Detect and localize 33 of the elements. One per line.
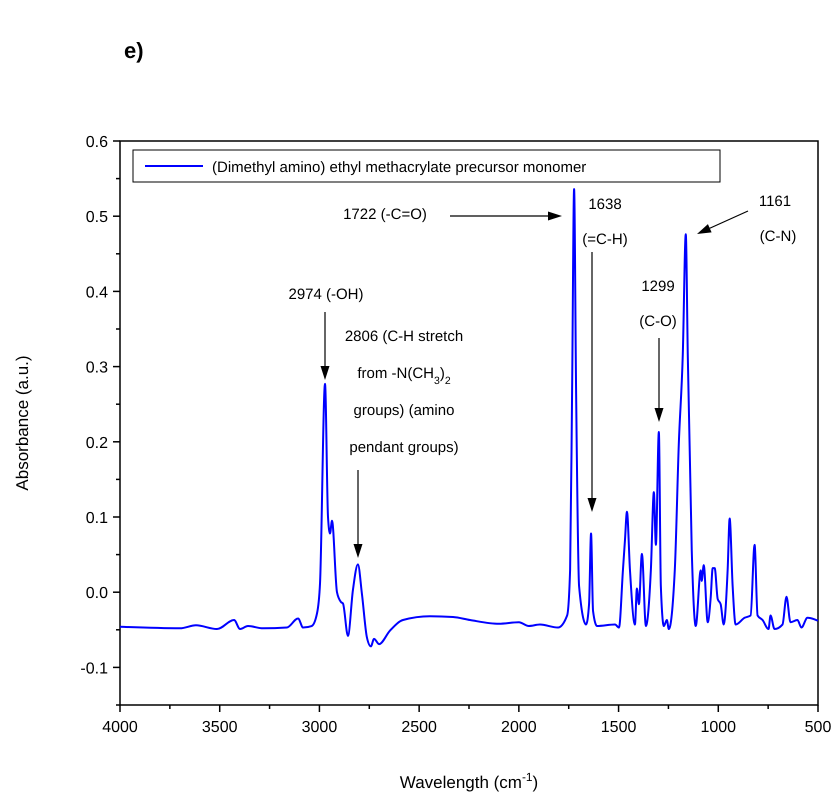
x-tick-label: 500 (804, 719, 832, 736)
annotation: 2806 (C-H stretch (344, 328, 464, 345)
annotation: (=C-H) (582, 231, 628, 248)
y-tick-label: 0.1 (86, 510, 108, 527)
line-series (119, 188, 819, 648)
chart-title: e) (124, 38, 144, 63)
annotation: groups) (amino (354, 402, 454, 419)
annotation: (C-O) (639, 313, 677, 330)
x-tick-label: 3500 (202, 719, 238, 736)
y-tick-label: 0.5 (86, 209, 108, 226)
y-tick-label: 0.3 (86, 360, 108, 377)
y-tick-label: 0.2 (86, 434, 108, 452)
y-axis-title: Absorbance (a.u.) (13, 355, 32, 491)
y-tick-label: 0.0 (86, 585, 108, 602)
legend-label: (Dimethyl amino) ethyl methacrylate precursor monomer (212, 159, 586, 176)
annotation: 2974 (-OH) (288, 286, 364, 303)
x-tick-label: 2500 (401, 719, 438, 736)
x-tick-label: 3000 (302, 719, 338, 736)
annotation: (C-N) (760, 228, 796, 245)
x-axis-title: Wavelength (cm$^{-1}$) (400, 770, 538, 792)
x-tick-label: 4000 (102, 719, 138, 736)
y-tick-label: 0.6 (86, 134, 108, 151)
x-tick-label: 1500 (600, 719, 636, 736)
annotation: pendant groups) (349, 439, 459, 456)
x-tick-label: 1000 (700, 719, 736, 736)
annotation: 1638 (588, 196, 622, 213)
annotation: from -N(CH$_{3}$)$_{2}$ (357, 365, 451, 387)
annotation: 1299 (641, 278, 675, 295)
x-tick-label: 2000 (501, 719, 537, 736)
y-tick-label: -0.1 (80, 660, 108, 678)
y-tick-label: 0.4 (86, 284, 108, 302)
annotation: 1161 (758, 193, 792, 210)
annotation: 1722 (-C=O) (343, 206, 427, 223)
